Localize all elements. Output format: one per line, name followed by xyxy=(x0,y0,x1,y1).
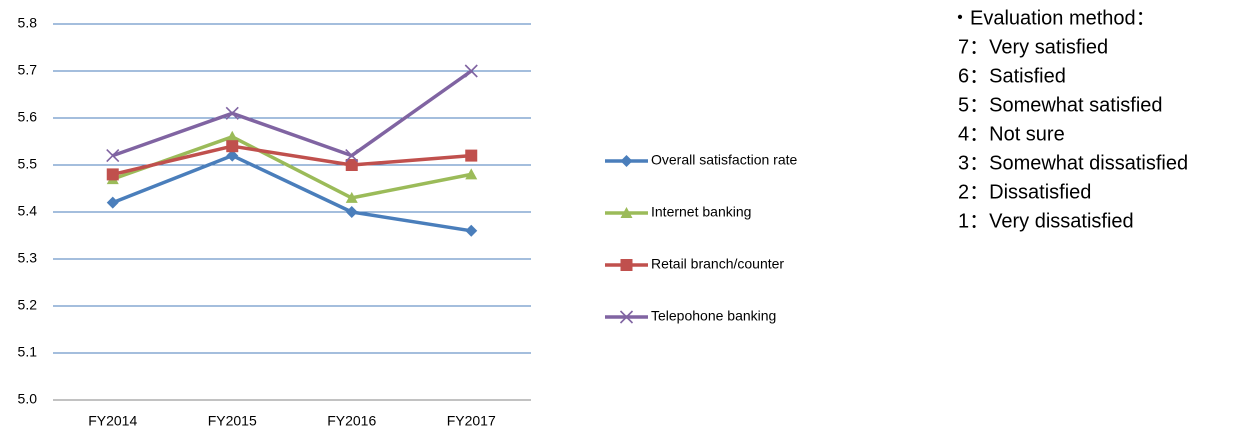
note-item: 2：Dissatisfied xyxy=(958,181,1091,203)
note-item: 6：Satisfied xyxy=(958,65,1066,87)
note-item: 7：Very satisfied xyxy=(958,36,1108,58)
marker xyxy=(345,206,358,218)
x-tick-label: FY2017 xyxy=(447,413,496,429)
y-tick-label: 5.5 xyxy=(18,156,38,172)
marker xyxy=(345,159,358,171)
x-tick-label: FY2015 xyxy=(208,413,257,429)
marker xyxy=(106,149,120,163)
marker xyxy=(225,106,239,120)
legend-label: Overall satisfaction rate xyxy=(651,152,797,168)
note-item: 3：Somewhat dissatisfied xyxy=(958,152,1188,174)
marker xyxy=(620,259,633,271)
legend-label: Internet banking xyxy=(651,204,751,220)
marker xyxy=(619,310,634,324)
marker xyxy=(106,168,119,181)
series-line xyxy=(112,69,473,158)
marker xyxy=(620,207,633,218)
series-line xyxy=(112,153,472,233)
marker xyxy=(465,149,478,162)
y-tick-label: 5.3 xyxy=(18,250,38,266)
x-tick-label: FY2014 xyxy=(88,413,137,429)
y-tick-label: 5.6 xyxy=(18,109,38,125)
y-tick-label: 5.1 xyxy=(18,344,38,360)
marker xyxy=(226,140,239,153)
marker xyxy=(345,149,359,163)
marker xyxy=(345,191,358,203)
marker xyxy=(465,168,478,180)
marker xyxy=(620,155,633,167)
note-item: 1：Very dissatisfied xyxy=(958,210,1134,232)
note-item: 5：Somewhat satisfied xyxy=(958,94,1163,116)
series-line xyxy=(112,135,472,200)
marker xyxy=(106,196,119,209)
y-tick-label: 5.0 xyxy=(18,391,38,407)
y-tick-label: 5.8 xyxy=(18,15,38,31)
x-tick-label: FY2016 xyxy=(327,413,376,429)
y-tick-label: 5.2 xyxy=(18,297,38,313)
series-line xyxy=(112,144,472,177)
legend-label: Telepohone banking xyxy=(651,308,776,324)
y-tick-label: 5.4 xyxy=(18,203,38,219)
y-tick-label: 5.7 xyxy=(18,62,38,78)
marker xyxy=(465,224,478,237)
marker xyxy=(226,130,239,142)
marker xyxy=(464,64,478,78)
legend-label: Retail branch/counter xyxy=(651,256,784,272)
note-item: 4：Not sure xyxy=(958,123,1065,145)
note-title: ・Evaluation method： xyxy=(950,7,1156,29)
marker xyxy=(226,149,239,162)
